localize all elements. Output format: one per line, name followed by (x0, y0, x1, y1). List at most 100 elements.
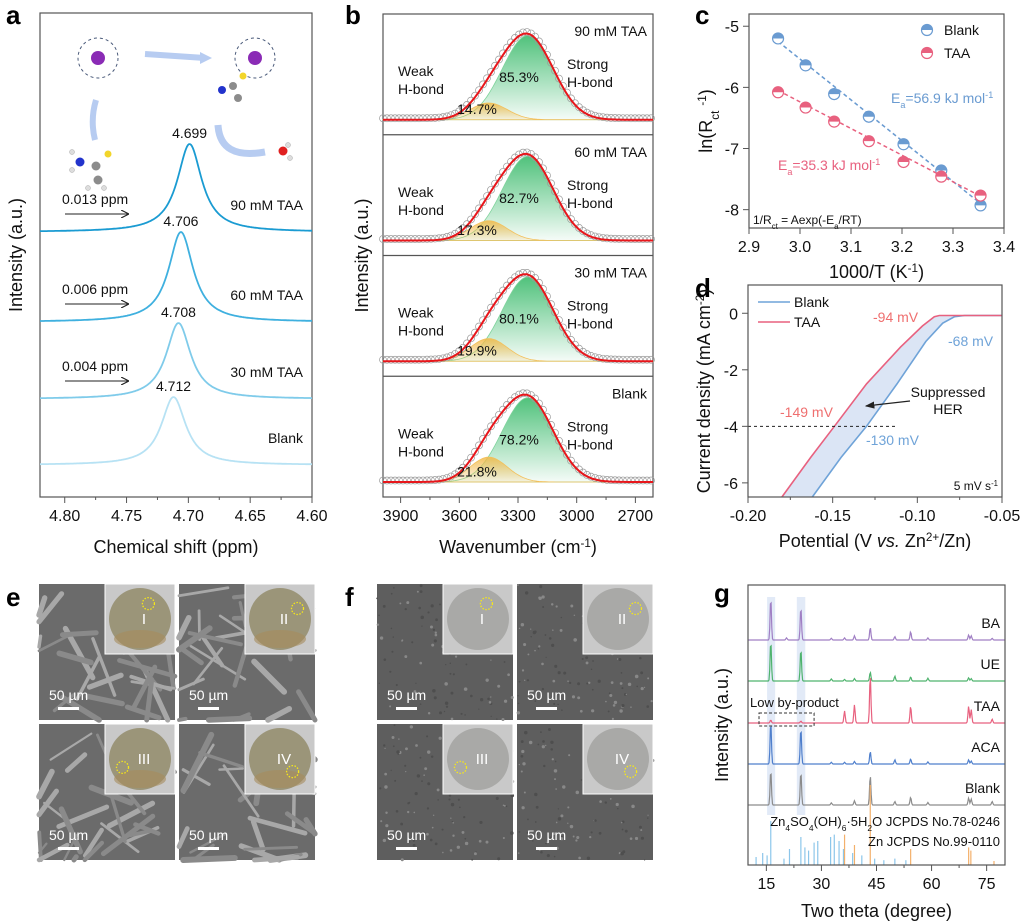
data-point (535, 37, 543, 46)
crystal-flake (247, 815, 308, 836)
surface-grain (616, 658, 619, 660)
surface-grain (590, 831, 593, 834)
data-point (379, 476, 387, 485)
data-point (467, 215, 475, 224)
data-point (411, 476, 419, 485)
data-point (411, 235, 419, 243)
scale-bar-label: 50 µm (387, 827, 426, 843)
surface-grain (521, 749, 525, 754)
surface-grain (643, 859, 646, 861)
surface-grain (478, 839, 482, 843)
y-tick-label: -8 (725, 203, 739, 220)
surface-grain (414, 791, 418, 796)
panel-a-nmr-chart: 4.699 90 mM TAA 0.013 ppm 4.706 60 mM TAA 0.0… (6, 12, 328, 557)
data-point (523, 389, 531, 398)
surface-grain (591, 709, 595, 713)
data-point (407, 355, 415, 364)
data-point-half (800, 102, 812, 108)
data-point (519, 28, 527, 37)
surface-grain (389, 705, 392, 708)
data-point (471, 447, 479, 456)
surface-grain (567, 806, 570, 809)
crystal-flake (222, 764, 260, 818)
surface-grain (542, 740, 545, 743)
crystal-flake (37, 634, 43, 649)
surface-grain (521, 806, 525, 810)
x-tick-label: 45 (868, 876, 886, 893)
surface-grain (413, 690, 417, 693)
surface-grain (609, 798, 612, 800)
surface-grain (400, 822, 404, 826)
surface-grain (647, 814, 649, 816)
surface-grain (573, 638, 577, 642)
surface-grain (618, 852, 621, 855)
x-tick-label: -0.20 (730, 508, 767, 525)
surface-grain (416, 774, 421, 778)
surface-grain (534, 649, 536, 652)
crystal-flake (180, 731, 215, 794)
surface-grain (560, 814, 564, 818)
surface-grain (379, 636, 384, 640)
surface-grain (517, 852, 520, 854)
data-point (619, 235, 627, 243)
sampling-location-marker-icon (453, 760, 468, 775)
data-point-half (828, 88, 840, 95)
data-point (503, 401, 511, 409)
data-point (495, 410, 503, 419)
x-tick-label: 3300 (500, 508, 536, 525)
surface-grain (541, 595, 545, 599)
data-point (427, 355, 435, 364)
scale-bar (58, 707, 79, 710)
data-point (559, 444, 567, 453)
surface-grain (590, 668, 593, 670)
crystal-flake (82, 827, 104, 858)
data-point (419, 114, 427, 123)
y-axis-label: ln(Rct -1) (696, 89, 722, 153)
surface-grain (408, 840, 411, 843)
data-point (519, 389, 527, 398)
surface-grain (610, 681, 614, 684)
surface-grain (549, 836, 552, 839)
data-point (603, 113, 611, 122)
surface-grain (391, 650, 394, 653)
surface-grain (524, 730, 528, 735)
crystal-flake (198, 631, 225, 668)
data-point (523, 148, 531, 157)
surface-grain (650, 700, 653, 703)
data-point (391, 114, 399, 123)
data-point (419, 355, 427, 364)
sem-tile: IV 50 µm (517, 723, 655, 861)
sem-tile: I 50 µm (376, 583, 514, 722)
x-tick-label: 4.65 (235, 508, 266, 525)
surface-grain (444, 682, 448, 686)
xrd-pattern-line (748, 725, 1005, 765)
scale-bar-label: 50 µm (189, 687, 228, 703)
surface-grain (518, 763, 521, 766)
surface-grain (563, 671, 567, 675)
data-point (627, 476, 635, 485)
scale-bar (396, 847, 417, 850)
surface-grain (431, 826, 434, 829)
legend-label: TAA (794, 314, 821, 330)
data-point (487, 422, 495, 431)
surface-grain (612, 704, 616, 707)
surface-grain (599, 800, 602, 803)
data-point (499, 405, 507, 414)
arrow-icon (214, 124, 266, 157)
lsv-curve (781, 314, 1002, 498)
data-point (615, 114, 623, 122)
data-point (399, 114, 407, 123)
data-point (387, 355, 395, 364)
surface-grain (475, 851, 477, 853)
data-point (639, 114, 647, 123)
scale-bar-label: 50 µm (527, 687, 566, 703)
data-point (623, 235, 631, 243)
xrd-pattern-line (748, 601, 1005, 641)
data-point (483, 428, 491, 437)
electrode-disc (447, 588, 509, 650)
surface-grain (445, 663, 447, 666)
surface-grain (538, 645, 541, 648)
data-point-half (800, 59, 812, 66)
fit-line (777, 40, 982, 205)
crystal-flake (178, 645, 204, 666)
